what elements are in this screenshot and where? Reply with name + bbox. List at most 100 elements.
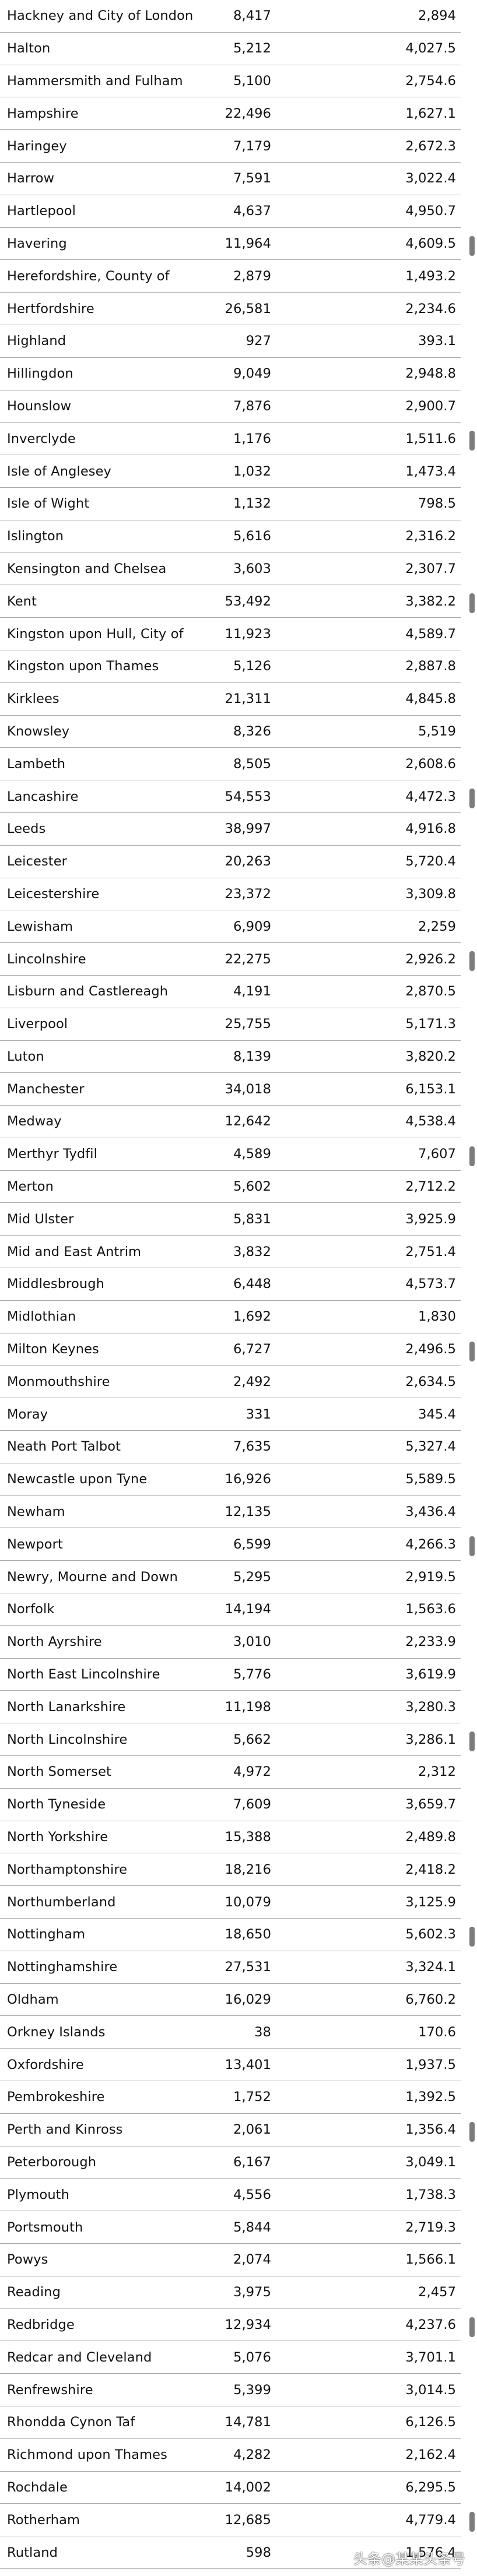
area-name: Liverpool bbox=[7, 1016, 68, 1032]
case-rate: 4,589.7 bbox=[405, 626, 456, 642]
table-row: Manchester 34,018 6,153.1 bbox=[0, 1073, 461, 1106]
area-name: Lambeth bbox=[7, 756, 66, 772]
area-name: Hammersmith and Fulham bbox=[7, 73, 183, 89]
case-rate: 3,382.2 bbox=[405, 593, 456, 609]
area-name: Monmouthshire bbox=[7, 1374, 110, 1389]
table-row: Oxfordshire 13,401 1,937.5 bbox=[0, 2049, 461, 2081]
table-row: Renfrewshire 5,399 3,014.5 bbox=[0, 2374, 461, 2406]
area-name: Leeds bbox=[7, 821, 46, 837]
case-rate: 4,472.3 bbox=[405, 789, 456, 804]
case-count: 598 bbox=[245, 2545, 271, 2560]
case-rate: 4,916.8 bbox=[405, 821, 456, 837]
case-count: 5,399 bbox=[233, 2382, 271, 2398]
table-row: Rotherham 12,685 4,779.4 bbox=[0, 2504, 475, 2537]
area-name: Peterborough bbox=[7, 2154, 97, 2170]
area-name: Leicester bbox=[7, 854, 67, 870]
case-count: 27,531 bbox=[225, 1959, 271, 1975]
case-count: 15,388 bbox=[225, 1829, 271, 1845]
area-name: Milton Keynes bbox=[7, 1342, 99, 1357]
case-count: 13,401 bbox=[225, 2057, 271, 2072]
table-row: Northumberland 10,079 3,125.9 bbox=[0, 1886, 461, 1919]
case-count: 16,029 bbox=[225, 1992, 271, 2007]
area-name: Lewisham bbox=[7, 919, 73, 934]
table-row: North Ayrshire 3,010 2,233.9 bbox=[0, 1626, 461, 1659]
area-name: Newham bbox=[7, 1504, 65, 1520]
table-row: Monmouthshire 2,492 2,634.5 bbox=[0, 1366, 461, 1399]
case-count: 23,372 bbox=[225, 886, 271, 902]
area-name: Mid and East Antrim bbox=[7, 1244, 142, 1259]
case-count: 11,964 bbox=[225, 235, 271, 251]
data-table: Hackney and City of London 8,417 2,894 Halt… bbox=[0, 8, 475, 2569]
area-name: Richmond upon Thames bbox=[7, 2447, 167, 2463]
table-row: Hammersmith and Fulham 5,100 2,754.6 bbox=[0, 65, 461, 98]
case-rate: 1,830 bbox=[418, 1309, 456, 1325]
table-row: Reading 3,975 2,457 bbox=[0, 2276, 461, 2309]
scroll-indicator bbox=[469, 431, 475, 451]
case-count: 14,781 bbox=[225, 2415, 271, 2430]
table-row: Lisburn and Castlereagh 4,191 2,870.5 bbox=[0, 976, 461, 1008]
case-count: 5,776 bbox=[233, 1667, 271, 1683]
case-rate: 1,493.2 bbox=[405, 268, 456, 284]
table-row: Medway 12,642 4,538.4 bbox=[0, 1106, 461, 1138]
case-rate: 2,312 bbox=[418, 1764, 456, 1780]
case-count: 12,642 bbox=[225, 1114, 271, 1129]
case-rate: 6,760.2 bbox=[405, 1992, 456, 2007]
table-row: Orkney Islands 38 170.6 bbox=[0, 2016, 461, 2049]
area-name: Rutland bbox=[7, 2545, 58, 2560]
case-rate: 170.6 bbox=[418, 2024, 456, 2040]
scroll-indicator bbox=[469, 2121, 475, 2142]
area-name: Islington bbox=[7, 529, 64, 544]
case-rate: 3,309.8 bbox=[405, 886, 456, 902]
case-count: 21,311 bbox=[225, 691, 271, 707]
scroll-indicator bbox=[469, 593, 475, 614]
case-count: 14,002 bbox=[225, 2479, 271, 2495]
table-row: Peterborough 6,167 3,049.1 bbox=[0, 2146, 461, 2179]
case-rate: 3,619.9 bbox=[405, 1667, 456, 1683]
table-row: Redbridge 12,934 4,237.6 bbox=[0, 2309, 475, 2342]
case-rate: 4,779.4 bbox=[405, 2512, 456, 2528]
case-count: 38,997 bbox=[225, 821, 271, 837]
area-name: Luton bbox=[7, 1048, 44, 1064]
case-count: 7,876 bbox=[233, 398, 271, 414]
area-name: North Tyneside bbox=[7, 1797, 106, 1813]
case-count: 5,295 bbox=[233, 1569, 271, 1585]
table-row: Oldham 16,029 6,760.2 bbox=[0, 1984, 461, 2017]
area-name: Reading bbox=[7, 2285, 61, 2300]
table-row: Norfolk 14,194 1,563.6 bbox=[0, 1593, 461, 1626]
case-count: 5,616 bbox=[233, 529, 271, 544]
case-count: 22,275 bbox=[225, 951, 271, 967]
case-rate: 3,125.9 bbox=[405, 1894, 456, 1910]
case-count: 18,216 bbox=[225, 1861, 271, 1877]
area-name: Hounslow bbox=[7, 398, 72, 414]
table-row: Nottingham 18,650 5,602.3 bbox=[0, 1919, 475, 1951]
case-rate: 4,538.4 bbox=[405, 1114, 456, 1129]
case-rate: 798.5 bbox=[418, 496, 456, 512]
case-count: 6,727 bbox=[233, 1342, 271, 1357]
area-name: Lisburn and Castlereagh bbox=[7, 984, 169, 1000]
table-row: Plymouth 4,556 1,738.3 bbox=[0, 2179, 461, 2212]
case-count: 9,049 bbox=[233, 366, 271, 382]
table-row: Hartlepool 4,637 4,950.7 bbox=[0, 195, 461, 228]
table-row: Portsmouth 5,844 2,719.3 bbox=[0, 2211, 461, 2244]
table-row: Rutland 598 1,576.4 bbox=[0, 2536, 461, 2569]
area-name: Isle of Wight bbox=[7, 496, 90, 512]
case-rate: 2,719.3 bbox=[405, 2219, 456, 2235]
table-row: Islington 5,616 2,316.2 bbox=[0, 520, 461, 553]
table-row: Kingston upon Thames 5,126 2,887.8 bbox=[0, 650, 461, 683]
case-rate: 345.4 bbox=[418, 1406, 456, 1422]
area-name: Rotherham bbox=[7, 2512, 80, 2528]
case-rate: 5,602.3 bbox=[405, 1927, 456, 1942]
case-rate: 3,436.4 bbox=[405, 1504, 456, 1520]
table-row: Mid and East Antrim 3,832 2,751.4 bbox=[0, 1236, 461, 1269]
case-count: 34,018 bbox=[225, 1081, 271, 1097]
case-rate: 4,027.5 bbox=[405, 41, 456, 57]
area-name: North Lanarkshire bbox=[7, 1699, 126, 1715]
area-name: Hartlepool bbox=[7, 203, 76, 219]
table-row: Haringey 7,179 2,672.3 bbox=[0, 130, 461, 163]
case-rate: 2,926.2 bbox=[405, 951, 456, 967]
case-count: 1,132 bbox=[233, 496, 271, 512]
case-count: 1,032 bbox=[233, 463, 271, 479]
case-rate: 5,720.4 bbox=[405, 854, 456, 870]
area-name: Portsmouth bbox=[7, 2219, 83, 2235]
area-name: Moray bbox=[7, 1406, 48, 1422]
